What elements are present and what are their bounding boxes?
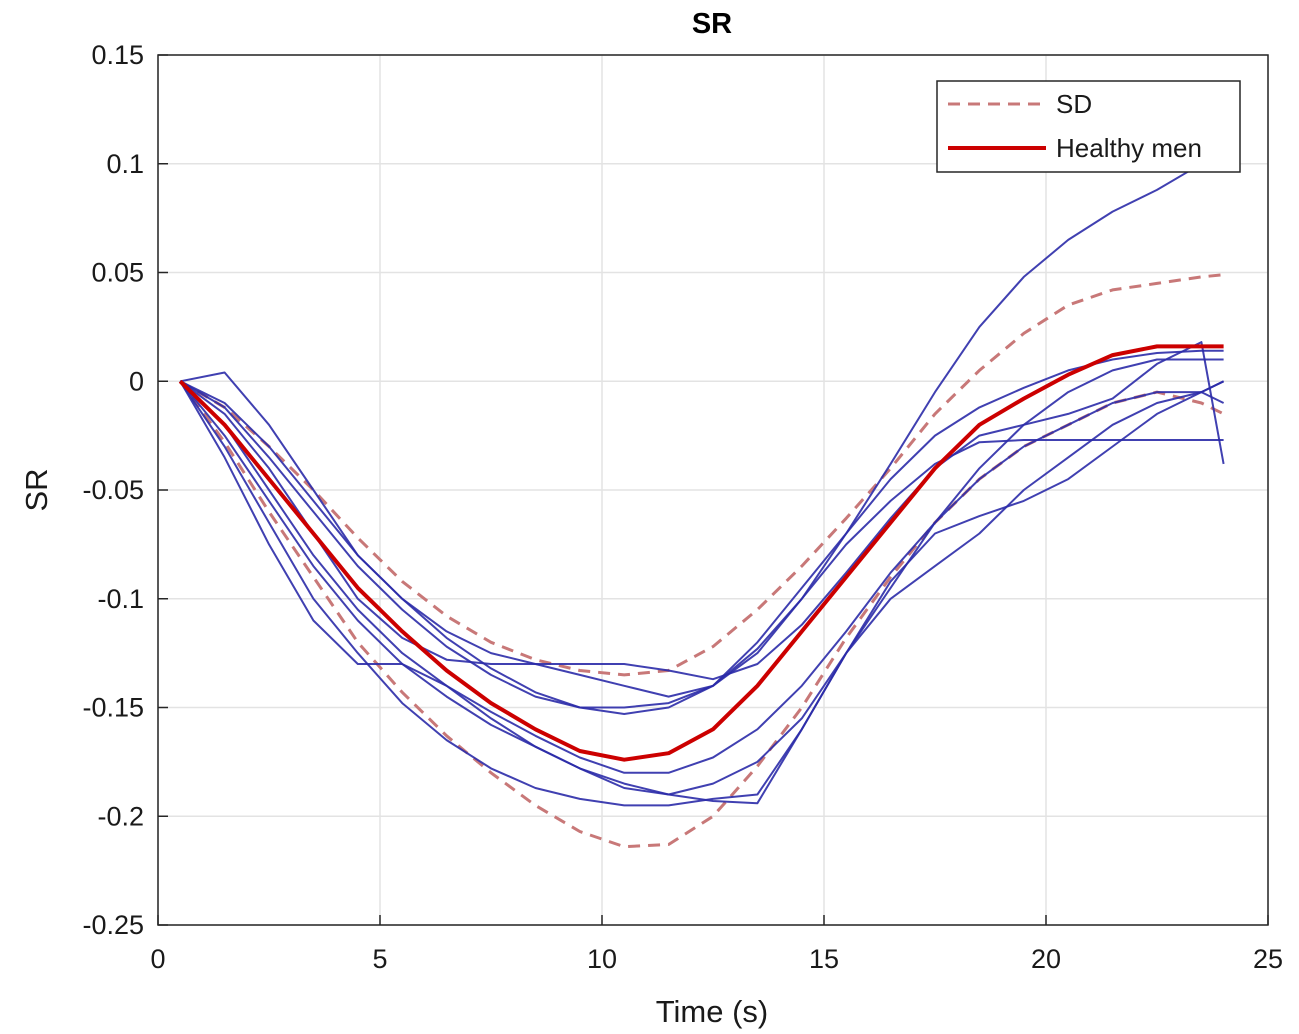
healthy-men-mean-line — [178, 344, 1224, 762]
tick-marks — [157, 54, 1269, 926]
x-tick-label: 25 — [1253, 944, 1283, 974]
legend: SD Healthy men — [936, 80, 1241, 173]
subject-line — [179, 380, 1224, 709]
x-tick-label: 20 — [1031, 944, 1061, 974]
y-tick-label: -0.1 — [97, 584, 144, 614]
legend-healthy-men-label: Healthy men — [1056, 133, 1202, 163]
y-axis-label: SR — [19, 468, 54, 511]
y-tick-label: -0.15 — [82, 693, 144, 723]
subject-lines — [179, 152, 1225, 807]
legend-sd-label: SD — [1056, 89, 1092, 119]
chart-title: SR — [692, 8, 732, 40]
subject-line — [179, 341, 1225, 681]
x-tick-labels: 0 5 10 15 20 25 — [150, 944, 1283, 974]
y-tick-label: 0.1 — [106, 149, 144, 179]
y-tick-labels: 0.15 0.1 0.05 0 -0.05 -0.1 -0.15 -0.2 -0.25 — [82, 40, 144, 940]
sd-line — [179, 273, 1224, 677]
subject-line — [179, 380, 1225, 805]
x-tick-label: 5 — [372, 944, 387, 974]
y-tick-label: -0.05 — [82, 475, 144, 505]
y-tick-label: 0.05 — [91, 258, 144, 288]
x-axis-label: Time (s) — [656, 994, 769, 1029]
y-tick-label: -0.2 — [97, 801, 144, 831]
subject-line — [179, 380, 1225, 774]
x-tick-label: 15 — [809, 944, 839, 974]
y-tick-label: 0 — [129, 366, 144, 396]
x-tick-label: 10 — [587, 944, 617, 974]
subject-line — [179, 358, 1224, 796]
y-tick-label: -0.25 — [82, 910, 144, 940]
mean-line-group — [178, 344, 1224, 762]
y-tick-label: 0.15 — [91, 40, 144, 70]
x-tick-label: 0 — [150, 944, 165, 974]
legend-box — [936, 80, 1241, 173]
subject-line — [179, 380, 1225, 807]
